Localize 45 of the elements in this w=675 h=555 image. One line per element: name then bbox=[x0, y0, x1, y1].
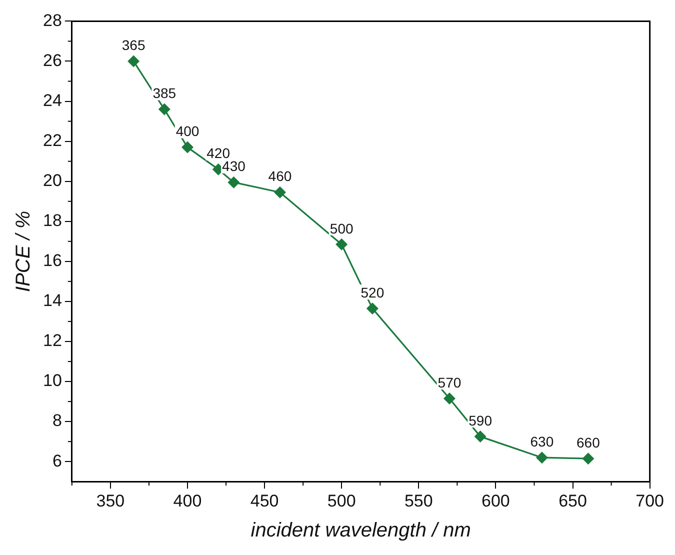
y-tick-label: 16 bbox=[42, 251, 62, 270]
x-tick-label: 500 bbox=[327, 491, 356, 510]
x-tick-label: 600 bbox=[482, 491, 510, 510]
x-tick-label: 650 bbox=[558, 491, 587, 510]
y-tick-label: 6 bbox=[52, 451, 62, 470]
annotation: 430 bbox=[222, 158, 246, 174]
point bbox=[181, 141, 194, 154]
y-tick-label: 28 bbox=[42, 10, 62, 30]
annotation: 365 bbox=[122, 37, 146, 54]
y-tick-label: 18 bbox=[42, 211, 62, 230]
x-axis-title: incident wavelength / nm bbox=[250, 520, 471, 542]
x-tick-label: 450 bbox=[250, 491, 279, 510]
point bbox=[274, 186, 286, 198]
point bbox=[536, 452, 548, 464]
x-tick-label: 400 bbox=[173, 491, 202, 510]
annotation: 630 bbox=[530, 433, 554, 450]
y-tick-label: 14 bbox=[42, 291, 62, 310]
annotation: 385 bbox=[152, 85, 176, 102]
annotation: 590 bbox=[468, 412, 492, 428]
y-tick-label: 22 bbox=[42, 130, 62, 150]
annotation: 400 bbox=[176, 123, 200, 140]
y-tick-label: 12 bbox=[42, 331, 62, 350]
point bbox=[158, 103, 170, 116]
annotation: 660 bbox=[576, 434, 600, 450]
annotation: 500 bbox=[330, 220, 354, 236]
y-tick-label: 24 bbox=[42, 90, 62, 110]
annotation: 460 bbox=[268, 168, 292, 184]
annotation: 420 bbox=[206, 145, 230, 162]
point bbox=[443, 392, 456, 405]
point bbox=[128, 55, 140, 68]
point bbox=[474, 430, 486, 443]
point bbox=[228, 176, 240, 188]
y-axis-title: IPCE / % bbox=[12, 210, 35, 292]
y-tick-label: 20 bbox=[42, 171, 62, 190]
point bbox=[336, 238, 348, 250]
x-tick-label: 700 bbox=[636, 491, 664, 510]
y-tick-label: 8 bbox=[52, 411, 62, 430]
point bbox=[366, 302, 378, 314]
x-tick-label: 350 bbox=[96, 491, 125, 510]
x-tick-label: 550 bbox=[404, 491, 433, 510]
annotation: 520 bbox=[360, 284, 384, 300]
point bbox=[582, 452, 594, 465]
annotation: 570 bbox=[438, 374, 462, 390]
y-tick-label: 10 bbox=[42, 371, 62, 390]
y-tick-label: 26 bbox=[42, 50, 62, 70]
